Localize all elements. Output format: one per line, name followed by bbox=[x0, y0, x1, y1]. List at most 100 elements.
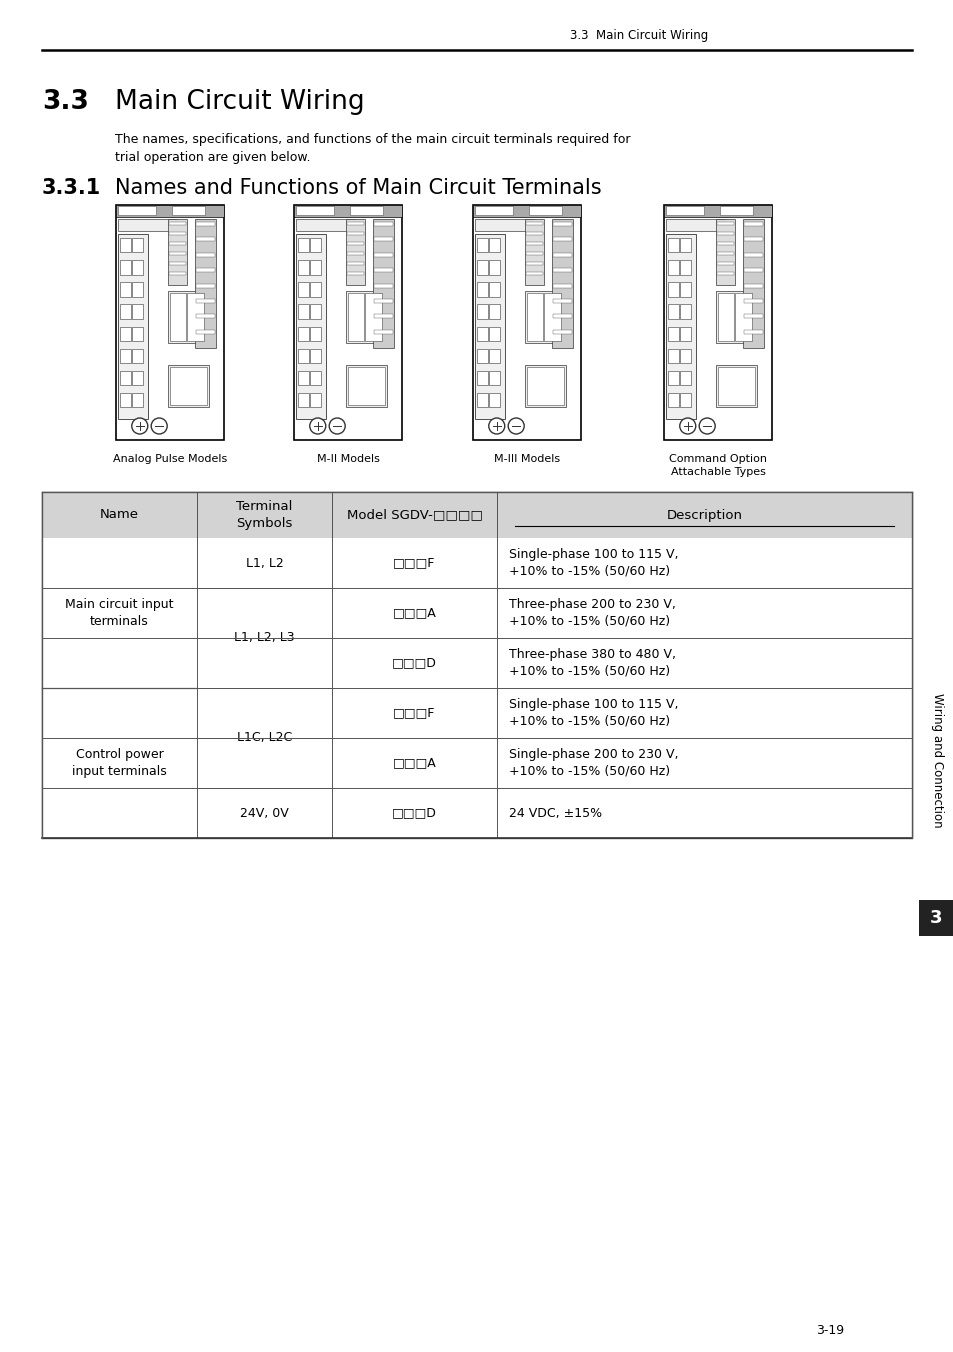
Bar bbox=[297, 304, 309, 319]
Bar bbox=[667, 326, 679, 341]
Bar bbox=[196, 738, 332, 788]
Bar bbox=[310, 283, 321, 296]
Bar bbox=[715, 291, 753, 342]
Bar bbox=[488, 370, 499, 385]
Bar bbox=[196, 688, 332, 738]
Bar bbox=[347, 272, 364, 274]
Bar bbox=[374, 284, 393, 288]
Bar bbox=[116, 206, 224, 439]
Bar bbox=[132, 326, 143, 341]
Text: Description: Description bbox=[666, 508, 741, 522]
Bar bbox=[743, 268, 762, 272]
Bar bbox=[476, 393, 488, 407]
Bar bbox=[310, 238, 321, 253]
Circle shape bbox=[488, 418, 504, 434]
Bar bbox=[374, 253, 393, 257]
Bar bbox=[195, 238, 215, 242]
Text: The names, specifications, and functions of the main circuit terminals required : The names, specifications, and functions… bbox=[115, 132, 630, 146]
Bar bbox=[332, 538, 497, 588]
Text: □□□F: □□□F bbox=[393, 707, 436, 719]
Bar bbox=[118, 219, 177, 231]
Bar bbox=[310, 304, 321, 319]
Bar bbox=[332, 638, 497, 688]
Bar bbox=[374, 299, 393, 303]
Bar bbox=[497, 538, 911, 588]
Bar bbox=[497, 788, 911, 838]
Bar bbox=[195, 315, 215, 319]
Bar bbox=[497, 688, 911, 738]
Bar bbox=[475, 219, 534, 231]
Bar bbox=[552, 238, 572, 242]
Bar bbox=[132, 260, 143, 274]
Bar bbox=[488, 304, 499, 319]
Bar bbox=[665, 234, 696, 419]
Circle shape bbox=[508, 418, 523, 434]
Bar bbox=[667, 260, 679, 274]
Bar bbox=[373, 219, 394, 349]
Text: Names and Functions of Main Circuit Terminals: Names and Functions of Main Circuit Term… bbox=[115, 178, 601, 197]
Bar bbox=[196, 638, 332, 688]
Bar bbox=[374, 330, 393, 334]
Bar bbox=[169, 242, 186, 245]
Bar bbox=[525, 233, 542, 235]
Bar bbox=[552, 330, 572, 334]
Bar bbox=[42, 538, 196, 588]
Bar bbox=[297, 393, 309, 407]
Bar bbox=[42, 688, 196, 738]
Bar bbox=[476, 370, 488, 385]
Bar bbox=[310, 260, 321, 274]
Bar bbox=[194, 219, 216, 349]
Text: L1C, L2C: L1C, L2C bbox=[236, 731, 292, 745]
Text: M-III Models: M-III Models bbox=[494, 454, 559, 464]
Text: 3.3.1: 3.3.1 bbox=[42, 178, 101, 197]
Bar bbox=[667, 304, 679, 319]
Bar bbox=[716, 242, 734, 245]
Bar bbox=[332, 688, 497, 738]
Circle shape bbox=[679, 418, 695, 434]
Bar bbox=[295, 234, 326, 419]
Text: Single-phase 100 to 115 V,
+10% to -15% (50/60 Hz): Single-phase 100 to 115 V, +10% to -15% … bbox=[509, 548, 678, 579]
Bar bbox=[120, 283, 132, 296]
Bar bbox=[524, 219, 544, 285]
Bar bbox=[42, 638, 196, 688]
Bar bbox=[476, 238, 488, 253]
Bar bbox=[332, 492, 497, 538]
Bar bbox=[497, 492, 911, 538]
Text: Main Circuit Wiring: Main Circuit Wiring bbox=[115, 89, 364, 115]
Bar bbox=[297, 283, 309, 296]
Bar bbox=[196, 588, 332, 638]
Bar bbox=[665, 206, 703, 215]
Bar bbox=[347, 242, 364, 245]
Bar bbox=[743, 299, 762, 303]
Text: Analog Pulse Models: Analog Pulse Models bbox=[112, 454, 227, 464]
Bar bbox=[716, 251, 734, 256]
Bar bbox=[663, 206, 771, 218]
Text: 24 VDC, ±15%: 24 VDC, ±15% bbox=[509, 807, 601, 819]
Bar bbox=[497, 738, 911, 788]
Bar bbox=[743, 284, 762, 288]
Bar bbox=[374, 315, 393, 319]
Text: L1, L2, L3: L1, L2, L3 bbox=[233, 631, 294, 645]
Bar bbox=[524, 291, 562, 342]
Bar bbox=[297, 238, 309, 253]
Text: Command Option
Attachable Types: Command Option Attachable Types bbox=[668, 454, 766, 477]
Bar bbox=[132, 370, 143, 385]
Bar bbox=[679, 326, 690, 341]
Bar bbox=[132, 304, 143, 319]
Bar bbox=[476, 304, 488, 319]
Text: 3: 3 bbox=[929, 909, 942, 927]
Bar bbox=[667, 283, 679, 296]
Bar bbox=[679, 393, 690, 407]
Text: Wiring and Connection: Wiring and Connection bbox=[930, 692, 943, 827]
Bar bbox=[310, 349, 321, 362]
Bar bbox=[743, 330, 762, 334]
Bar bbox=[497, 638, 911, 688]
Bar bbox=[552, 222, 572, 226]
Bar bbox=[188, 293, 204, 341]
Bar bbox=[132, 393, 143, 407]
Bar bbox=[120, 326, 132, 341]
Bar bbox=[679, 238, 690, 253]
Bar bbox=[667, 238, 679, 253]
Bar bbox=[120, 304, 132, 319]
Bar bbox=[488, 260, 499, 274]
